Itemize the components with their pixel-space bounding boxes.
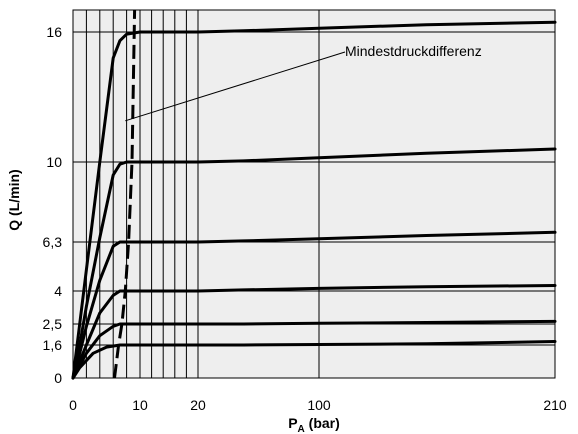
- x-tick-label-3: 100: [307, 397, 331, 413]
- x-tick-label-2: 20: [190, 397, 206, 413]
- x-tick-label-4: 210: [543, 397, 567, 413]
- y-tick-label-2: 2,5: [43, 316, 63, 332]
- y-tick-label-0: 0: [54, 370, 62, 386]
- y-tick-label-6: 16: [46, 24, 62, 40]
- y-axis-title: Q (L/min): [6, 169, 22, 230]
- y-tick-label-1: 1,6: [43, 337, 63, 353]
- x-axis-title-unit: (bar): [305, 415, 340, 431]
- x-tick-label-0: 0: [69, 397, 77, 413]
- x-axis-title: PA (bar): [288, 415, 340, 434]
- y-tick-labels: 0 1,6 2,5 4 6,3 10 16: [43, 24, 63, 386]
- boundary-layer: [113, 9, 137, 379]
- annotation-text: Mindestdruckdifferenz: [345, 43, 482, 59]
- series-line-4: [71, 230, 557, 380]
- series-layer: [71, 20, 557, 380]
- series-line-1: [71, 340, 557, 380]
- plot-area: [72, 9, 556, 379]
- x-tick-label-1: 10: [132, 397, 148, 413]
- y-tick-label-4: 6,3: [43, 234, 63, 250]
- series-line-6: [71, 20, 557, 380]
- series-line-2: [71, 319, 557, 380]
- x-gridlines: [85, 10, 320, 378]
- x-axis-title-sub: A: [298, 424, 305, 434]
- y-tick-label-3: 4: [54, 283, 62, 299]
- x-tick-labels: 0 10 20 100 210: [69, 397, 567, 413]
- y-tick-label-5: 10: [46, 154, 62, 170]
- series-line-5: [71, 147, 557, 380]
- plot-border: [72, 9, 556, 379]
- boundary-dashed-line: [113, 9, 137, 379]
- annotation-layer: Mindestdruckdifferenz: [125, 43, 482, 122]
- annotation-leader-line: [125, 51, 346, 122]
- x-axis-title-main: P: [288, 415, 297, 431]
